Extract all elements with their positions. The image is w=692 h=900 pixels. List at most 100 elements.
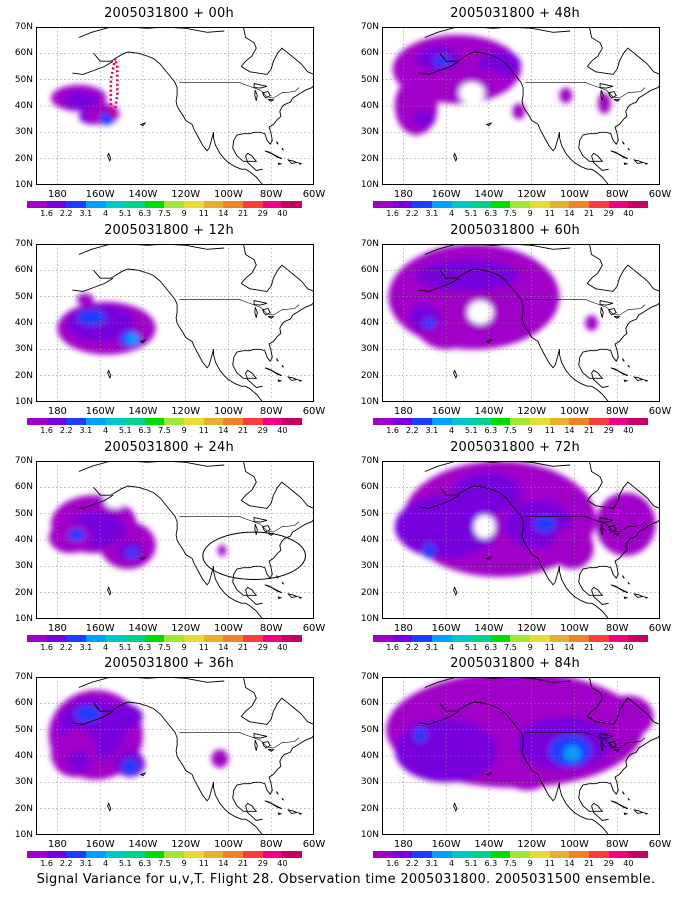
- variance-contour-fill: [414, 111, 436, 128]
- colorbar-swatch: [412, 851, 432, 858]
- colorbar-swatch: [392, 635, 413, 642]
- colorbar-label: 40: [623, 859, 634, 868]
- colorbar-label: 7.5: [158, 426, 171, 435]
- y-tick-label: 70N: [14, 22, 33, 32]
- signal-variance-shading: [392, 34, 611, 135]
- panel-12h: 2005031800 + 12h 70N 60N 50N 40N 30N 20N 10N 18…: [4, 223, 334, 439]
- x-tick-label: 100W: [559, 839, 589, 850]
- coastline: [418, 26, 661, 186]
- x-tick-label: 120W: [171, 623, 201, 634]
- colorbar-swatch: [282, 635, 302, 642]
- panel-title: 2005031800 + 00h: [104, 6, 234, 21]
- map-plot: [382, 460, 661, 620]
- colorbar-label: 6.3: [138, 426, 152, 435]
- map-area: [382, 26, 661, 186]
- variance-contour-fill: [125, 547, 139, 559]
- y-tick-label: 60N: [360, 48, 379, 59]
- colorbar-label: 14: [218, 426, 229, 435]
- colorbar-swatch: [262, 418, 283, 425]
- variance-contour-fill: [211, 749, 229, 768]
- variance-contour-fill: [452, 471, 521, 514]
- colorbar-label: 3.1: [425, 859, 439, 868]
- y-tick-label: 60N: [14, 48, 33, 59]
- x-tick-label: 140W: [128, 189, 158, 200]
- colorbar-swatch: [510, 418, 531, 425]
- y-tick-label: 70N: [360, 239, 379, 249]
- colorbar: [27, 201, 302, 208]
- y-tick-label: 50N: [14, 508, 33, 519]
- colorbar-swatch: [125, 851, 145, 858]
- x-tick-label: 140W: [474, 623, 504, 634]
- variance-minimum: [467, 300, 494, 325]
- colorbar-label: 29: [603, 426, 614, 435]
- colorbar: [27, 635, 302, 642]
- colorbar-swatch: [373, 635, 393, 642]
- colorbar-label: 11: [198, 426, 209, 435]
- colorbar-swatch: [184, 201, 204, 208]
- y-tick-label: 20N: [360, 370, 379, 381]
- colorbar-label: 3.1: [425, 643, 439, 652]
- colorbar-label: 4: [103, 643, 109, 652]
- y-tick-label: 30N: [14, 561, 33, 572]
- colorbar: [373, 635, 648, 642]
- panel-72h: 2005031800 + 72h 70N 60N 50N 40N 30N 20N 10N 18…: [350, 440, 680, 656]
- border-line: [525, 731, 646, 749]
- y-tick-label: 40N: [360, 751, 379, 761]
- colorbar-swatch: [46, 201, 67, 208]
- colorbar-label: 9: [527, 643, 533, 652]
- colorbar-swatch: [85, 418, 106, 425]
- x-tick-label: 100W: [213, 189, 243, 200]
- colorbar-swatch: [282, 201, 302, 208]
- colorbar-swatch: [105, 201, 126, 208]
- y-tick-label: 10N: [14, 180, 33, 190]
- colorbar-label: 1.6: [386, 209, 399, 218]
- colorbar-label: 6.3: [484, 643, 498, 652]
- variance-contour-fill: [506, 763, 549, 791]
- variance-contour-fill: [559, 87, 573, 104]
- colorbar-label: 11: [544, 859, 555, 868]
- map-area: [36, 676, 315, 836]
- colorbar-label: 29: [603, 859, 614, 868]
- x-tick-label: 100W: [213, 406, 243, 417]
- colorbar-label: 3.1: [425, 209, 439, 218]
- variance-contour-fill: [416, 259, 519, 292]
- y-tick-label: 60N: [360, 698, 379, 709]
- x-tick-label: 80W: [259, 406, 283, 417]
- panel-48h: 2005031800 + 48h 70N 60N 50N 40N 30N 20N 10N 18…: [350, 6, 680, 222]
- colorbar-swatch: [144, 201, 165, 208]
- colorbar-swatch: [530, 635, 550, 642]
- y-tick-label: 40N: [14, 535, 33, 545]
- y-tick-label: 50N: [14, 724, 33, 735]
- colorbar-label: 5.1: [118, 643, 132, 652]
- colorbar-swatch: [451, 201, 472, 208]
- colorbar-swatch: [569, 201, 590, 208]
- variance-contour-fill: [512, 103, 526, 120]
- colorbar-label: 21: [237, 859, 249, 868]
- colorbar-label: 29: [603, 209, 614, 218]
- coastline: [418, 460, 661, 620]
- colorbar-swatch: [203, 418, 224, 425]
- colorbar-swatch: [203, 201, 224, 208]
- variance-contour-fill: [76, 293, 94, 306]
- colorbar-label: 4: [103, 859, 109, 868]
- panel-60h: 2005031800 + 60h 70N 60N 50N 40N 30N 20N 10N 18…: [350, 223, 680, 439]
- x-tick-label: 60W: [302, 189, 326, 200]
- x-tick-label: 100W: [213, 623, 243, 634]
- colorbar-label: 21: [237, 643, 249, 652]
- colorbar-label: 7.5: [504, 643, 517, 652]
- y-tick-label: 10N: [360, 180, 379, 190]
- y-tick-label: 50N: [360, 724, 379, 735]
- colorbar-swatch: [628, 851, 648, 858]
- colorbar-label: 4: [449, 209, 455, 218]
- map-plot: [36, 460, 315, 620]
- colorbar-swatch: [125, 201, 145, 208]
- colorbar-label: 14: [564, 426, 575, 435]
- colorbar-swatch: [471, 635, 491, 642]
- colorbar-label: 3.1: [425, 426, 439, 435]
- variance-contour-fill: [411, 280, 481, 350]
- colorbar-label: 29: [257, 643, 268, 652]
- coastline: [72, 26, 315, 186]
- variance-contour-fill: [597, 92, 611, 114]
- signal-variance-shading: [50, 84, 120, 125]
- colorbar-swatch: [490, 201, 511, 208]
